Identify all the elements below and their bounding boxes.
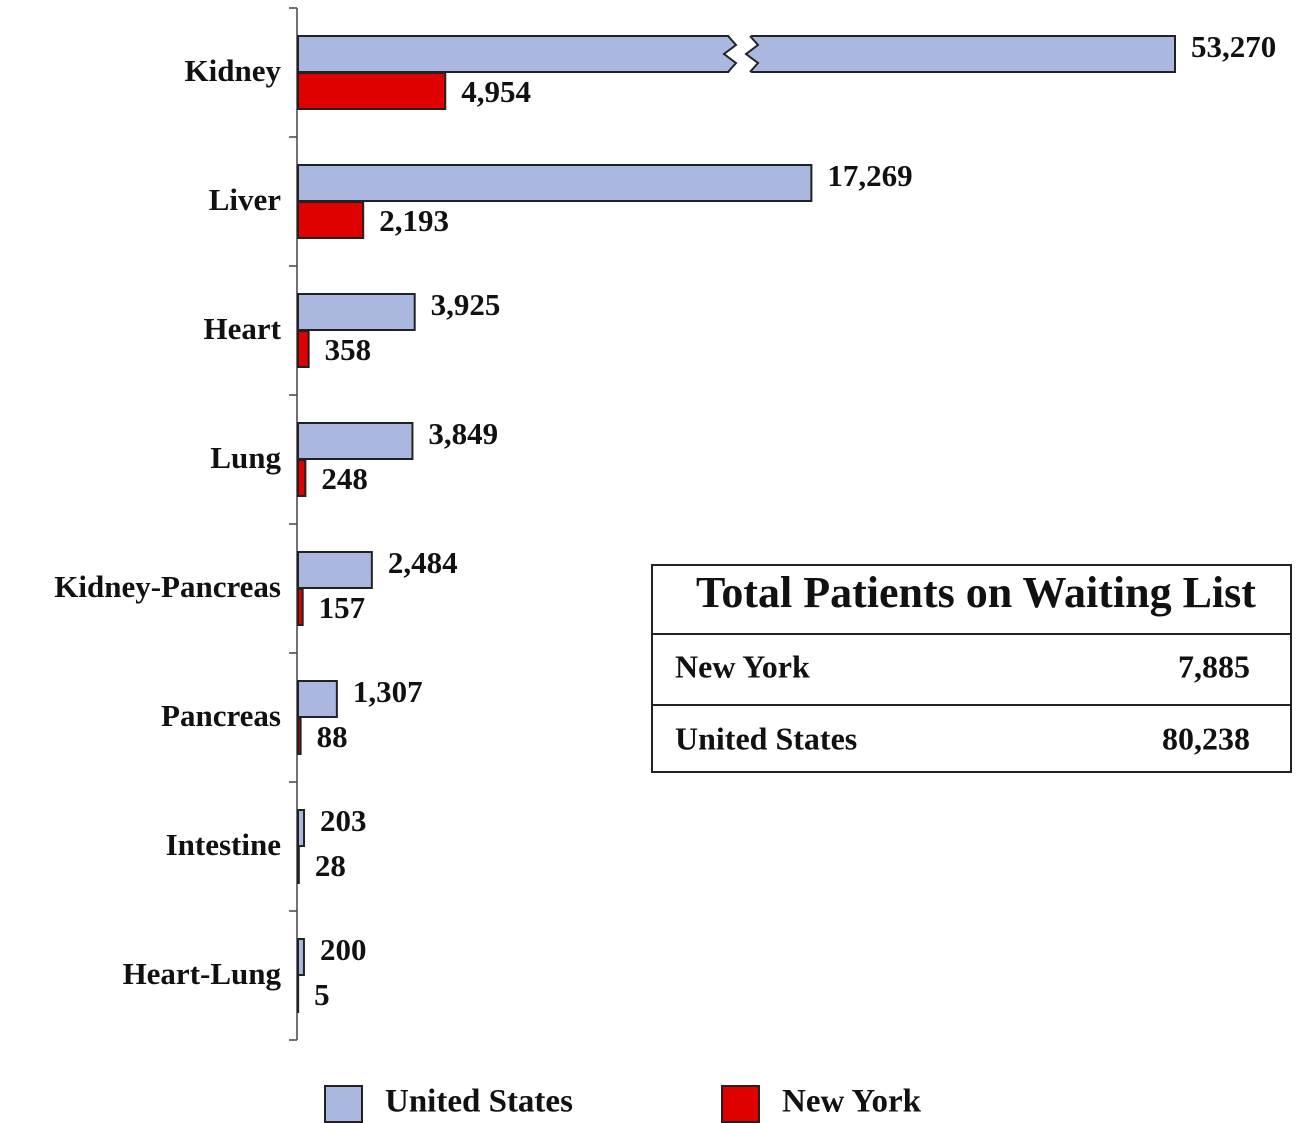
legend-swatch bbox=[721, 1085, 760, 1123]
bar bbox=[297, 846, 300, 884]
legend-label: New York bbox=[782, 1084, 922, 1120]
value-label: 200 bbox=[320, 932, 367, 967]
bar bbox=[297, 588, 304, 626]
value-label: 2,193 bbox=[379, 203, 449, 238]
value-label: 88 bbox=[317, 719, 348, 754]
bar bbox=[297, 293, 416, 331]
table-cell: 80,238 bbox=[1162, 720, 1250, 756]
bar bbox=[297, 422, 414, 460]
bar bbox=[297, 717, 302, 755]
table-cell: United States bbox=[675, 720, 857, 756]
bar bbox=[297, 809, 306, 847]
table-cell: New York bbox=[675, 648, 810, 684]
value-label: 1,307 bbox=[353, 674, 423, 709]
value-label: 3,925 bbox=[431, 287, 501, 322]
bar bbox=[297, 201, 365, 239]
value-label: 53,270 bbox=[1191, 29, 1276, 64]
category-label: Kidney bbox=[185, 53, 282, 88]
category-label: Pancreas bbox=[161, 698, 281, 733]
category-label: Liver bbox=[209, 182, 282, 217]
axis-break bbox=[724, 34, 758, 74]
bar bbox=[297, 551, 373, 589]
bar bbox=[297, 164, 813, 202]
total-table bbox=[651, 564, 1292, 773]
value-label: 17,269 bbox=[827, 158, 912, 193]
value-label: 4,954 bbox=[461, 74, 531, 109]
bar bbox=[297, 330, 310, 368]
value-label: 248 bbox=[321, 461, 368, 496]
category-label: Lung bbox=[210, 440, 281, 475]
category-label: Intestine bbox=[166, 827, 281, 862]
table-cell: 7,885 bbox=[1178, 648, 1250, 684]
value-label: 157 bbox=[319, 590, 366, 625]
category-label: Kidney-Pancreas bbox=[54, 569, 281, 604]
table-title: Total Patients on Waiting List bbox=[696, 568, 1256, 617]
legend-swatch bbox=[324, 1085, 363, 1123]
bar bbox=[297, 938, 305, 976]
value-label: 203 bbox=[320, 803, 367, 838]
bar bbox=[297, 680, 338, 718]
bar bbox=[297, 459, 307, 497]
bar bbox=[297, 72, 447, 110]
axis-break-edge bbox=[722, 35, 738, 73]
category-label: Heart-Lung bbox=[123, 956, 282, 991]
value-label: 5 bbox=[314, 977, 330, 1012]
axis-break-edge bbox=[744, 35, 760, 73]
legend-label: United States bbox=[385, 1084, 573, 1120]
value-label: 3,849 bbox=[428, 416, 498, 451]
category-label: Heart bbox=[204, 311, 282, 346]
value-label: 358 bbox=[325, 332, 372, 367]
value-label: 2,484 bbox=[388, 545, 458, 580]
value-label: 28 bbox=[315, 848, 346, 883]
